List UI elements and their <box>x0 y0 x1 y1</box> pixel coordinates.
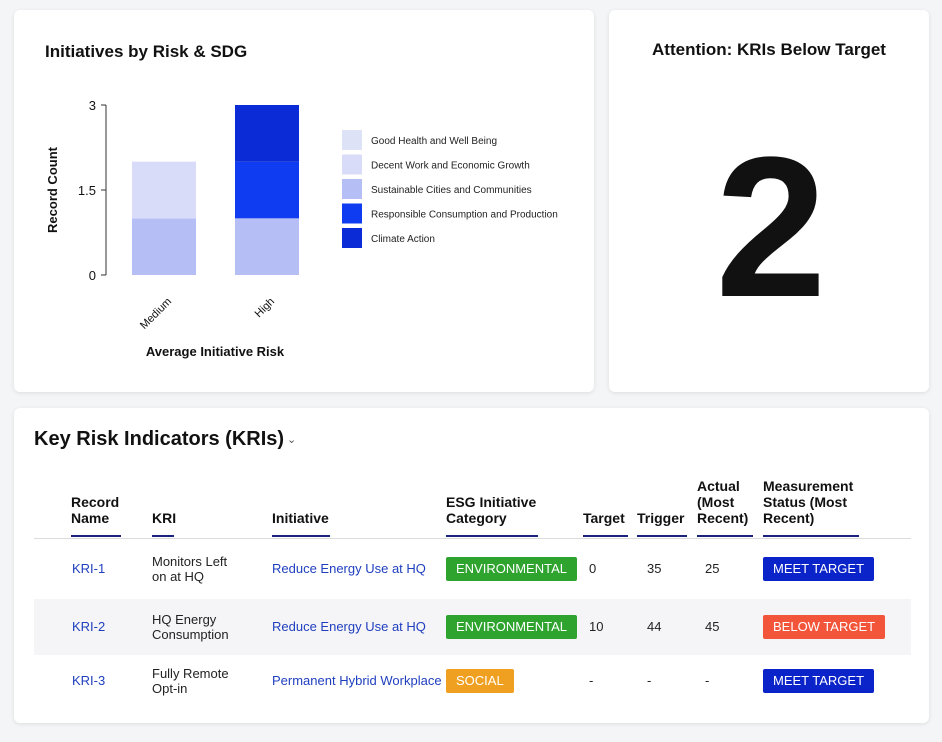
legend-label: Responsible Consumption and Production <box>371 210 558 221</box>
x-axis-label: Average Initiative Risk <box>146 344 285 359</box>
bar-segment-medium-1 <box>132 161 196 219</box>
x-tick-label: High <box>253 296 277 320</box>
category-badge: ENVIRONMENTAL <box>446 615 577 639</box>
record-link[interactable]: KRI-2 <box>72 619 106 634</box>
status-badge: MEET TARGET <box>763 669 875 693</box>
legend-label: Decent Work and Economic Growth <box>371 161 530 172</box>
kri-name: HQ Energy Consumption <box>152 612 229 642</box>
record-link[interactable]: KRI-3 <box>72 673 106 688</box>
target-value: - <box>589 673 594 688</box>
bar-segment-high-4 <box>235 105 299 162</box>
trigger-value: 35 <box>647 561 662 576</box>
column-header-underline <box>272 535 330 537</box>
chart-title: Initiatives by Risk & SDG <box>45 42 248 61</box>
actual-value: 45 <box>705 619 720 634</box>
status-badge: BELOW TARGET <box>763 615 886 639</box>
chevron-down-icon[interactable]: ⌄ <box>287 434 297 446</box>
y-tick-label: 3 <box>89 98 96 113</box>
kri-table-title: Key Risk Indicators (KRIs) <box>34 428 285 450</box>
x-tick-label: Medium <box>138 296 174 332</box>
kri-below-target-count: 2 <box>715 116 826 339</box>
column-header-underline <box>637 535 687 537</box>
kri-table-card: Key Risk Indicators (KRIs) ⌄ Record Name K… <box>14 408 929 723</box>
column-header-kri[interactable]: KRI <box>152 510 177 526</box>
stacked-bar-chart: 0 1.5 3 Record Count Average Initiative Risk… <box>45 98 558 359</box>
kri-name: Monitors Left on at HQ <box>152 554 228 584</box>
category-badge: SOCIAL <box>446 669 514 693</box>
legend-swatch <box>342 203 362 224</box>
header-divider <box>34 538 911 539</box>
kri-name: Fully Remote Opt-in <box>152 666 229 696</box>
legend-label: Sustainable Cities and Communities <box>371 185 532 196</box>
y-axis-label: Record Count <box>45 146 60 233</box>
actual-value: 25 <box>705 561 720 576</box>
legend-label: Good Health and Well Being <box>371 136 497 147</box>
column-header-status[interactable]: Measurement Status (Most Recent) <box>763 478 854 526</box>
legend-swatch <box>342 179 362 199</box>
column-header-initiative[interactable]: Initiative <box>272 510 329 526</box>
trigger-value: 44 <box>647 619 662 634</box>
column-header-underline <box>583 535 628 537</box>
legend-swatch <box>342 228 362 248</box>
column-header-actual[interactable]: Actual (Most Recent) <box>697 478 749 526</box>
bar-segment-high-2 <box>235 218 299 275</box>
category-badge: ENVIRONMENTAL <box>446 557 577 581</box>
target-value: 0 <box>589 561 597 576</box>
attention-title: Attention: KRIs Below Target <box>652 40 886 59</box>
target-value: 10 <box>589 619 604 634</box>
column-header-target[interactable]: Target <box>583 510 625 526</box>
chart-card: Initiatives by Risk & SDG 0 1.5 3 Record Co… <box>14 10 594 392</box>
y-tick-label: 1.5 <box>78 183 96 198</box>
column-header-trigger[interactable]: Trigger <box>637 510 685 526</box>
actual-value: - <box>705 673 710 688</box>
column-header-underline <box>446 535 538 537</box>
column-header-underline <box>152 535 174 537</box>
status-badge: MEET TARGET <box>763 557 875 581</box>
initiative-link[interactable]: Reduce Energy Use at HQ <box>272 619 426 634</box>
column-header-underline <box>763 535 859 537</box>
trigger-value: - <box>647 673 652 688</box>
column-header-underline <box>71 535 121 537</box>
initiative-link[interactable]: Reduce Energy Use at HQ <box>272 561 426 576</box>
record-link[interactable]: KRI-1 <box>72 561 106 576</box>
column-header-underline <box>697 535 753 537</box>
initiative-link[interactable]: Permanent Hybrid Workplace <box>272 673 442 688</box>
y-tick-label: 0 <box>89 268 96 283</box>
legend-label: Climate Action <box>371 234 435 245</box>
column-header-record[interactable]: Record Name <box>71 494 120 526</box>
legend-swatch <box>342 130 362 150</box>
bar-segment-medium-2 <box>132 218 196 275</box>
attention-card: Attention: KRIs Below Target 2 <box>609 10 929 392</box>
legend-swatch <box>342 154 362 175</box>
column-header-category[interactable]: ESG Initiative Category <box>446 494 537 526</box>
bar-segment-high-3 <box>235 161 299 219</box>
